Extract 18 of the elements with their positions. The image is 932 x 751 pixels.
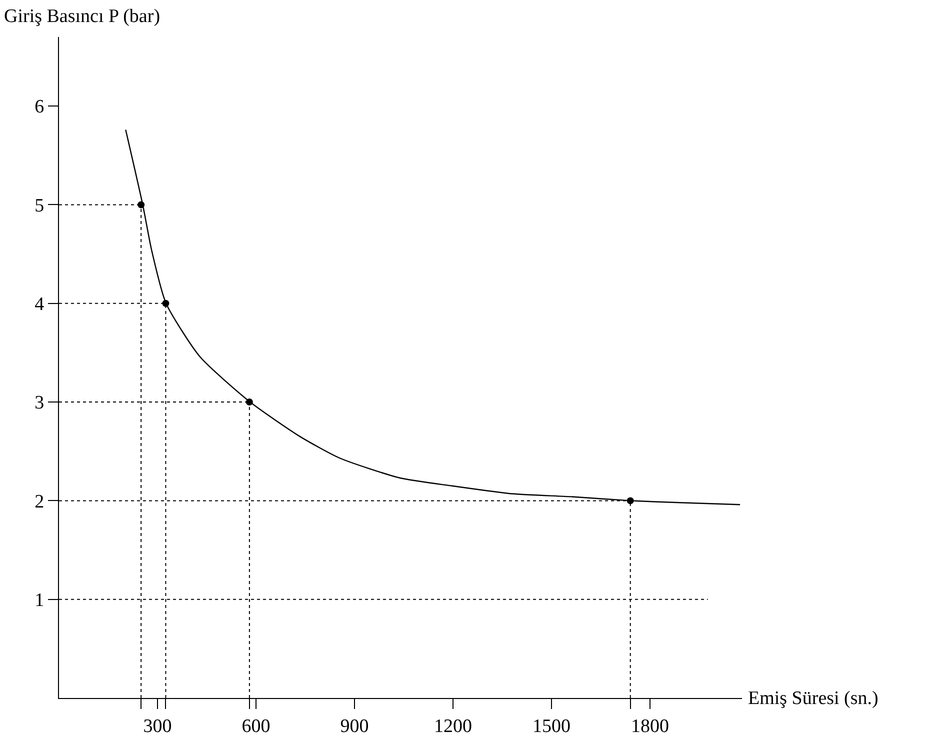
x-tick-label: 1500 [532,716,571,737]
point [162,300,170,307]
y-tick-label: 2 [34,491,44,512]
point [246,398,253,406]
x-tick-label: 1200 [434,716,472,737]
y-axis-title: Giriş Basıncı P (bar) [4,6,160,27]
y-tick-label: 4 [34,294,45,316]
x-tick-label: 1800 [631,716,670,737]
point [138,201,145,208]
x-tick-label: 600 [242,716,270,737]
point [626,497,634,504]
y-tick-label: 1 [34,590,44,611]
y-tick-label: 6 [34,96,44,118]
x-tick-label: 300 [143,716,172,737]
y-tick-label: 3 [34,392,44,414]
x-tick-label: 900 [340,716,369,737]
x-axis-title: Emiş Süresi (sn.) [748,688,878,709]
y-tick-label: 5 [34,195,44,216]
